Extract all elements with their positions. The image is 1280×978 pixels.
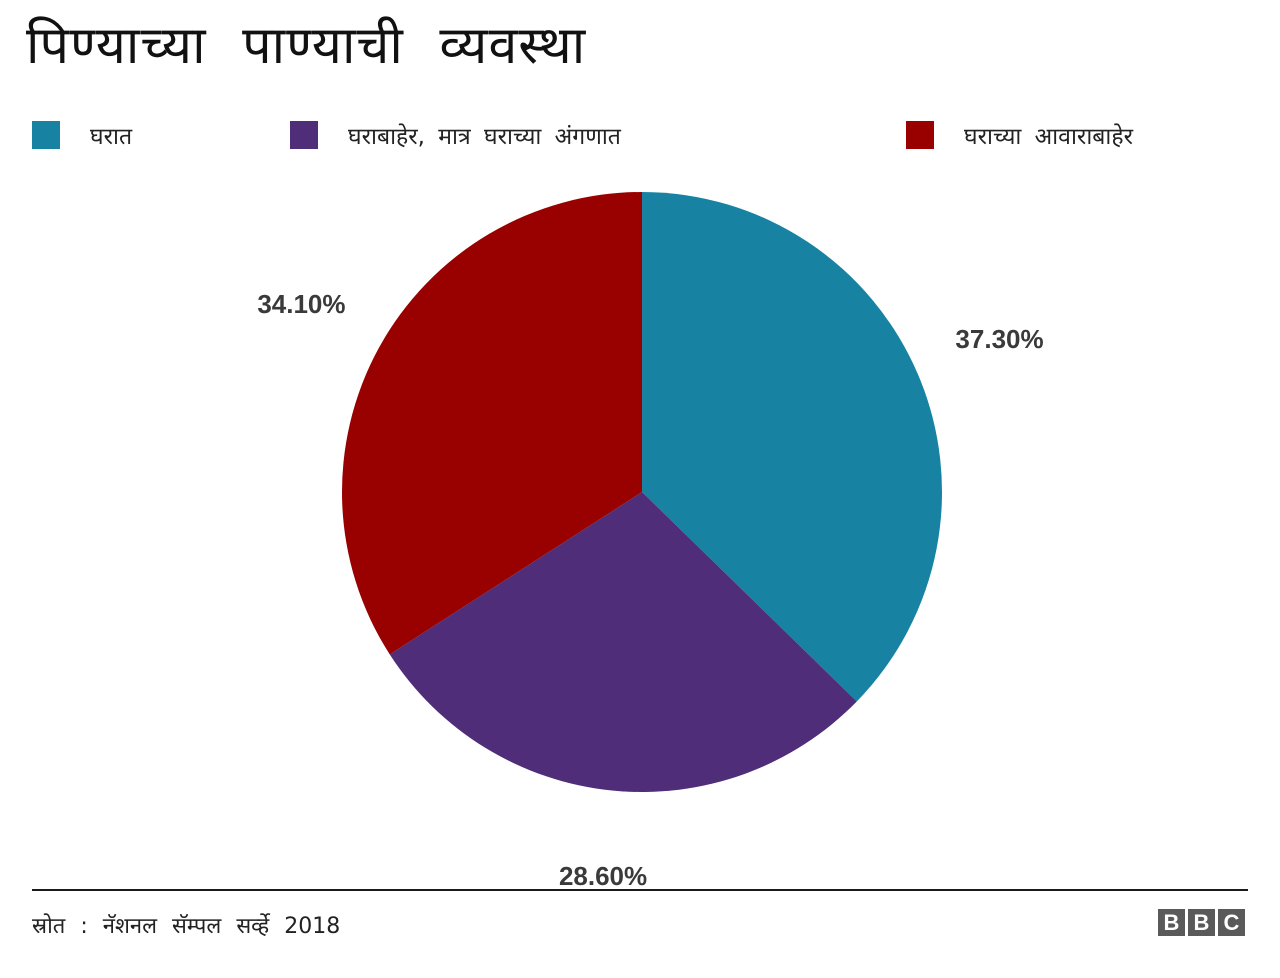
pie-slice-courtyard bbox=[389, 492, 857, 793]
chart-title: पिण्याच्या पाण्याची व्यवस्था bbox=[26, 16, 587, 76]
legend-swatch bbox=[32, 121, 60, 149]
pie-data-label: 28.60% bbox=[559, 861, 647, 891]
legend-label: घराबाहेर, मात्र घराच्या अंगणात bbox=[348, 124, 621, 150]
source-note: स्रोत : नॅशनल सॅम्पल सर्व्हे 2018 bbox=[32, 914, 341, 939]
legend: घरात घराबाहेर, मात्र घराच्या अंगणात घराच… bbox=[0, 115, 1280, 155]
pie-slice-inside-home bbox=[642, 192, 942, 702]
legend-swatch bbox=[290, 121, 318, 149]
footer-divider bbox=[32, 889, 1248, 891]
legend-item-inside-home: घरात bbox=[32, 115, 132, 155]
pie-data-label: 34.10% bbox=[257, 289, 345, 319]
legend-item-courtyard: घराबाहेर, मात्र घराच्या अंगणात bbox=[290, 115, 621, 155]
bbc-logo-letter: B bbox=[1188, 909, 1215, 936]
legend-item-outside-premises: घराच्या आवाराबाहेर bbox=[906, 115, 1133, 155]
pie-slice-outside-premises bbox=[341, 192, 642, 655]
pie-data-label: 37.30% bbox=[955, 324, 1043, 354]
legend-swatch bbox=[906, 121, 934, 149]
legend-label: घरात bbox=[90, 124, 133, 150]
bbc-logo: B B C bbox=[1158, 909, 1245, 936]
bbc-logo-letter: B bbox=[1158, 909, 1185, 936]
bbc-logo-letter: C bbox=[1218, 909, 1245, 936]
legend-label: घराच्या आवाराबाहेर bbox=[964, 124, 1133, 150]
